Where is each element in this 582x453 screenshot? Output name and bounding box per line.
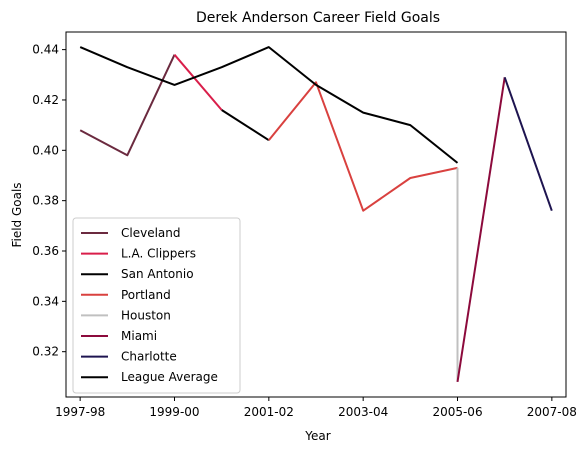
plot-frame bbox=[65, 31, 567, 398]
y-tick-label: 0.44 bbox=[32, 43, 59, 57]
y-tick-label: 0.32 bbox=[32, 345, 59, 359]
series-lines bbox=[79, 46, 553, 383]
series-line-league-average bbox=[79, 46, 459, 164]
series-line-l-a-clippers bbox=[173, 54, 223, 111]
y-tick-label: 0.34 bbox=[32, 294, 59, 308]
series-line-charlotte bbox=[503, 76, 553, 212]
x-tick-label: 2003-04 bbox=[338, 405, 388, 419]
legend-label-san-antonio: San Antonio bbox=[121, 267, 194, 281]
x-tick-label: 2005-06 bbox=[432, 405, 482, 419]
x-tick-label: 1997-98 bbox=[55, 405, 105, 419]
x-tick-label: 2001-02 bbox=[244, 405, 294, 419]
x-axis-title: Year bbox=[304, 429, 330, 443]
y-axis-title: Field Goals bbox=[10, 182, 24, 247]
series-line-portland bbox=[268, 81, 458, 212]
y-tick-label: 0.38 bbox=[32, 194, 59, 208]
x-tick-label: 1999-00 bbox=[149, 405, 199, 419]
legend-label-l-a-clippers: L.A. Clippers bbox=[121, 247, 196, 261]
series-line-miami bbox=[456, 77, 506, 383]
legend-box bbox=[72, 217, 241, 394]
y-axis: 0.32 0.34 0.36 0.38 0.40 0.42 0.44 bbox=[32, 43, 66, 359]
y-tick-label: 0.42 bbox=[32, 93, 59, 107]
series-line-cleveland bbox=[79, 54, 176, 157]
legend-label-portland: Portland bbox=[121, 288, 171, 302]
x-tick-label: 2007-08 bbox=[527, 405, 577, 419]
chart-title: Derek Anderson Career Field Goals bbox=[196, 10, 440, 26]
legend-label-league-average: League Average bbox=[121, 370, 218, 384]
legend-label-charlotte: Charlotte bbox=[121, 350, 177, 364]
y-tick-label: 0.40 bbox=[32, 143, 59, 157]
legend-label-houston: Houston bbox=[121, 308, 171, 322]
legend: Cleveland L.A. Clippers San Antonio Portlan… bbox=[72, 217, 241, 394]
x-axis: 1997-98 1999-00 2001-02 2003-04 2005-06 2007-… bbox=[55, 397, 577, 419]
y-tick-label: 0.36 bbox=[32, 244, 59, 258]
legend-label-miami: Miami bbox=[121, 329, 157, 343]
legend-label-cleveland: Cleveland bbox=[121, 226, 181, 240]
series-line-san-antonio bbox=[221, 109, 270, 142]
